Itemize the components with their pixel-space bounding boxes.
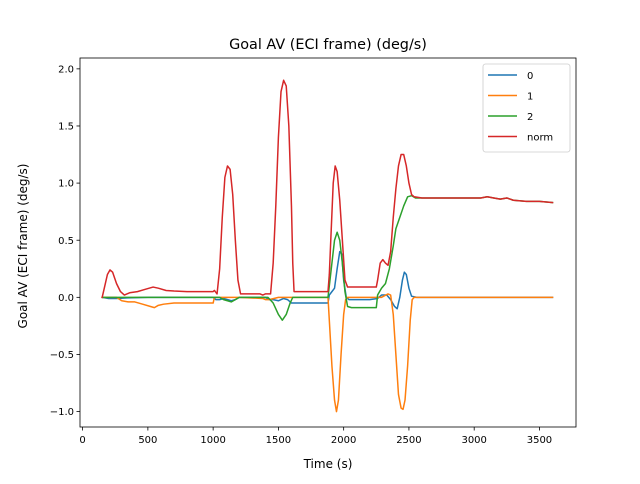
y-tick-label: 1.0	[58, 179, 74, 190]
series-line-norm	[101, 79, 554, 299]
legend-label-0: 0	[527, 71, 533, 82]
y-tick-label: 1.5	[58, 122, 74, 133]
x-tick-label: 3000	[461, 435, 486, 446]
legend-label-1: 1	[527, 92, 533, 103]
series-line-0	[101, 250, 554, 310]
x-tick-label: 1500	[266, 435, 291, 446]
x-tick-label: 2000	[331, 435, 356, 446]
legend-label-norm: norm	[527, 133, 553, 144]
plot-frame	[79, 57, 577, 428]
axes: 0 500 1000 1500 2000 2500 3000 3500 −1.0 −0.5 0.0 0…	[50, 57, 577, 446]
legend-label-2: 2	[527, 112, 533, 123]
x-tick-label: 500	[138, 435, 157, 446]
chart-title: Goal AV (ECI frame) (deg/s)	[229, 37, 427, 53]
legend: 0 1 2 norm	[482, 63, 571, 153]
x-tick-label: 1000	[200, 435, 225, 446]
legend-box	[482, 63, 571, 153]
x-axis-label: Time (s)	[303, 457, 353, 471]
y-tick-label: 2.0	[58, 64, 74, 75]
y-tick-label: −0.5	[50, 350, 74, 361]
y-tick-label: 0.0	[58, 293, 74, 304]
series-line-1	[101, 293, 554, 413]
x-tick-label: 3500	[527, 435, 552, 446]
y-axis-label: Goal AV (ECI frame) (deg/s)	[16, 164, 30, 329]
y-tick-label: −1.0	[50, 407, 74, 418]
x-tick-label: 0	[79, 435, 85, 446]
y-tick-label: 0.5	[58, 236, 74, 247]
plot-area	[101, 79, 554, 413]
x-tick-label: 2500	[396, 435, 421, 446]
